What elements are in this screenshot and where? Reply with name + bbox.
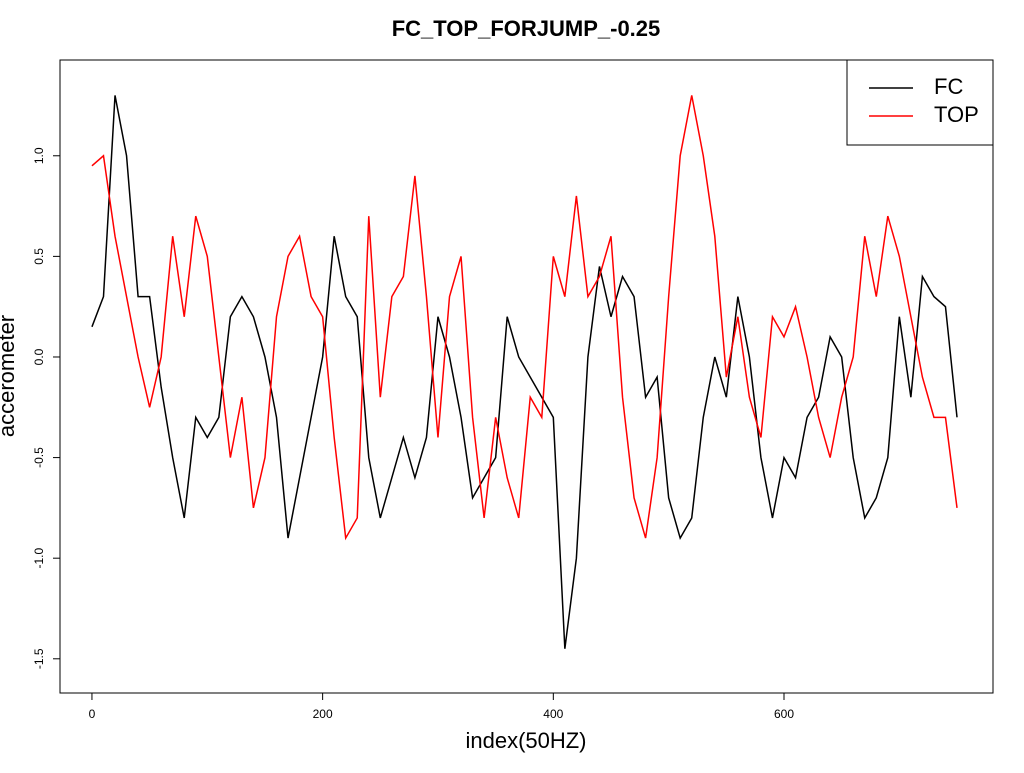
x-axis-label: index(50HZ) — [465, 728, 586, 753]
x-tick-label: 0 — [89, 707, 96, 721]
legend-label: FC — [934, 74, 963, 99]
y-tick-label: -0.5 — [32, 447, 46, 468]
y-tick-label: -1.0 — [32, 548, 46, 569]
line-series — [91, 95, 958, 649]
x-tick-label: 200 — [313, 707, 333, 721]
legend-box — [846, 59, 994, 146]
y-tick-label: 0.0 — [32, 348, 46, 365]
x-tick-label: 400 — [543, 707, 563, 721]
y-tick-label: 1.0 — [32, 147, 46, 164]
y-tick-label: 0.5 — [32, 248, 46, 265]
plot-frame — [59, 59, 994, 694]
legend-label: TOP — [934, 102, 979, 127]
line-series — [91, 95, 958, 541]
chart-title: FC_TOP_FORJUMP_-0.25 — [392, 16, 661, 41]
x-tick-label: 600 — [774, 707, 794, 721]
y-axis-label: accerometer — [0, 315, 19, 437]
y-tick-label: -1.5 — [32, 648, 46, 669]
